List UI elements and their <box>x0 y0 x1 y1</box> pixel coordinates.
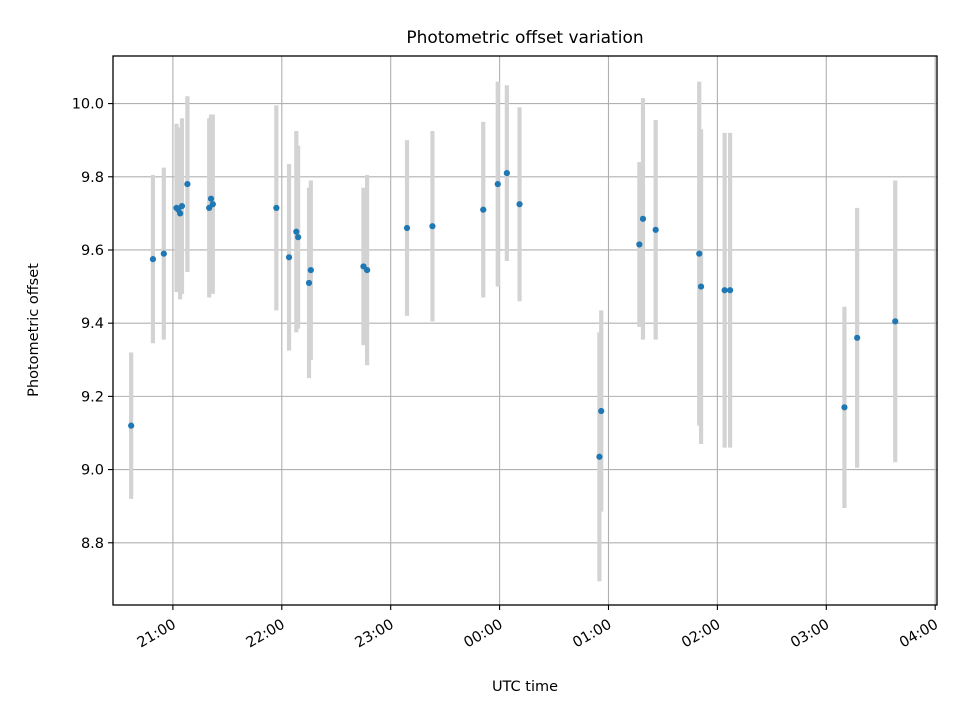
data-point <box>403 224 411 232</box>
data-point <box>892 318 899 325</box>
y-tick-label: 8.8 <box>81 536 104 552</box>
data-point <box>295 234 302 241</box>
data-point <box>305 279 313 287</box>
data-point <box>149 256 157 263</box>
data-point <box>307 267 314 274</box>
data-point <box>128 422 135 429</box>
data-point <box>494 181 501 188</box>
y-tick-label: 10.0 <box>72 97 104 113</box>
data-point <box>652 226 659 233</box>
data-point <box>596 453 603 460</box>
data-point <box>285 254 293 261</box>
y-axis-label: Photometric offset <box>26 263 42 397</box>
data-point <box>363 267 371 274</box>
data-point <box>160 250 167 257</box>
y-tick-label: 9.8 <box>81 170 104 186</box>
data-point <box>841 404 848 411</box>
data-point <box>639 215 647 222</box>
data-points <box>128 170 899 460</box>
chart-title: Photometric offset variation <box>406 28 643 48</box>
y-tick-label: 9.2 <box>81 389 104 405</box>
y-tick-label: 9.0 <box>81 463 104 479</box>
data-point <box>273 204 280 211</box>
data-point <box>721 287 728 294</box>
data-point <box>184 181 191 188</box>
data-point <box>598 407 605 415</box>
data-point <box>854 334 861 341</box>
grid <box>113 56 937 605</box>
data-point <box>429 223 436 230</box>
x-axis-label: UTC time <box>492 679 558 695</box>
data-point <box>516 201 523 208</box>
data-point <box>207 195 215 202</box>
data-point <box>503 170 510 177</box>
y-tick-label: 9.4 <box>81 316 104 332</box>
y-axis-ticks: 8.8 9.0 9.2 9.4 9.6 9.8 10.0 <box>72 97 113 552</box>
data-point <box>178 202 186 210</box>
data-point <box>209 201 216 208</box>
y-tick-label: 9.6 <box>81 243 104 259</box>
data-point <box>636 241 643 248</box>
data-point <box>480 206 487 213</box>
data-point <box>177 210 184 217</box>
data-point <box>697 283 705 290</box>
plot-area-frame <box>112 55 938 606</box>
data-point <box>293 228 300 235</box>
data-point <box>696 250 703 257</box>
data-point <box>726 287 734 294</box>
